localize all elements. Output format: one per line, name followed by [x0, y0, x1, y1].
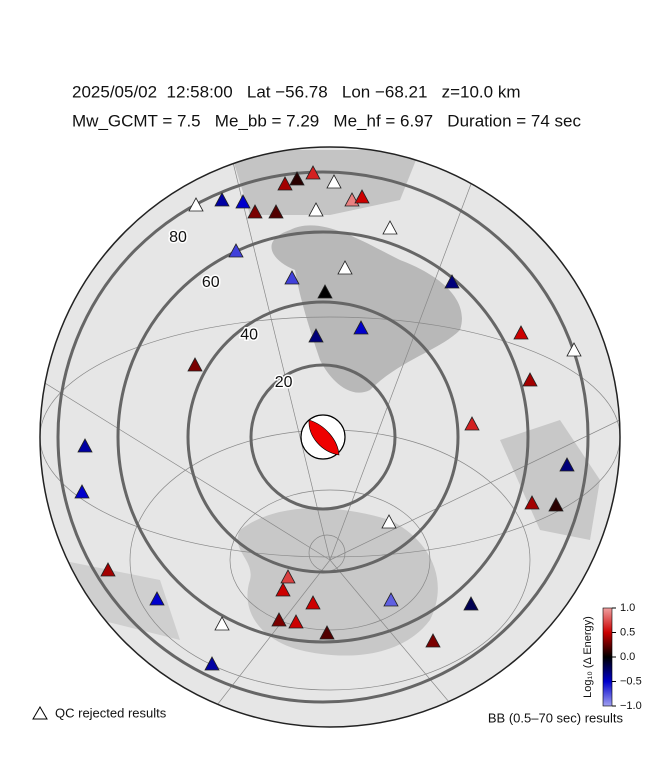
colorbar-tick-label: 1.0	[620, 602, 635, 614]
colorbar	[602, 607, 613, 707]
legend-symbol	[32, 706, 48, 720]
station	[247, 204, 263, 219]
distance-rings: 20 40 60 80	[56, 170, 590, 704]
graticule	[40, 149, 620, 727]
station	[354, 189, 370, 204]
stations	[74, 165, 582, 671]
station	[513, 325, 529, 340]
land	[230, 150, 420, 215]
station	[317, 284, 333, 299]
graticule	[229, 489, 431, 631]
colorbar-tick-label: 0.0	[620, 651, 635, 663]
qc-rejected-station	[326, 174, 342, 189]
station	[187, 357, 203, 372]
distance-ring	[249, 363, 397, 511]
station	[275, 582, 291, 597]
station	[559, 457, 575, 472]
ring-label: 60	[202, 274, 220, 291]
distance-ring	[186, 300, 460, 574]
ring-label: 40	[240, 327, 258, 344]
graticule	[40, 316, 620, 558]
station	[288, 614, 304, 629]
station	[214, 192, 230, 207]
station	[319, 625, 335, 640]
station	[522, 372, 538, 387]
qc-rejected-station	[566, 342, 582, 357]
ring-label: 20	[275, 374, 293, 391]
qc-rejected-station	[382, 220, 398, 235]
legend-label: BB (0.5–70 sec) results	[488, 710, 624, 725]
station	[280, 569, 296, 584]
ring-label: 80	[169, 229, 187, 246]
station	[464, 416, 480, 431]
header-line: 2025/05/02 12:58:00 Lat −56.78 Lon −68.2…	[72, 82, 521, 101]
station	[228, 243, 244, 258]
qc-rejected-station	[188, 197, 204, 212]
station	[548, 497, 564, 512]
land	[500, 420, 600, 540]
station	[100, 562, 116, 577]
distance-ring	[56, 170, 590, 704]
land	[237, 508, 438, 656]
station	[425, 633, 441, 648]
station	[463, 596, 479, 611]
globe-outline	[39, 146, 621, 728]
station	[268, 204, 284, 219]
colorbar-tick-label: −0.5	[620, 675, 642, 687]
station	[74, 484, 90, 499]
header-line: Mw_GCMT = 7.5 Me_bb = 7.29 Me_hf = 6.97 …	[72, 111, 582, 130]
station	[308, 328, 324, 343]
qc-rejected-station	[214, 616, 230, 631]
station	[383, 592, 399, 607]
qc-rejected-station	[381, 514, 397, 529]
colorbar-ticks: 1.0 0.5 0.0 −0.5 −1.0	[612, 602, 642, 712]
colorbar-label: Log₁₀ (Δ Energy)	[582, 616, 594, 698]
station	[204, 656, 220, 671]
station	[305, 165, 321, 180]
legend-label: QC rejected results	[55, 705, 167, 720]
distance-ring	[116, 230, 530, 644]
station	[235, 194, 251, 209]
station	[289, 171, 305, 186]
land	[60, 560, 180, 640]
station	[444, 274, 460, 289]
station	[305, 595, 321, 610]
station	[271, 612, 287, 627]
station	[284, 270, 300, 285]
qc-rejected-station	[337, 260, 353, 275]
station	[77, 438, 93, 453]
colorbar-tick-label: 0.5	[620, 626, 635, 638]
station	[277, 176, 293, 191]
station	[353, 320, 369, 335]
beachball	[300, 414, 346, 460]
qc-rejected-station	[308, 202, 324, 217]
station	[524, 495, 540, 510]
colorbar-tick-label: −1.0	[620, 700, 642, 712]
station	[149, 591, 165, 606]
